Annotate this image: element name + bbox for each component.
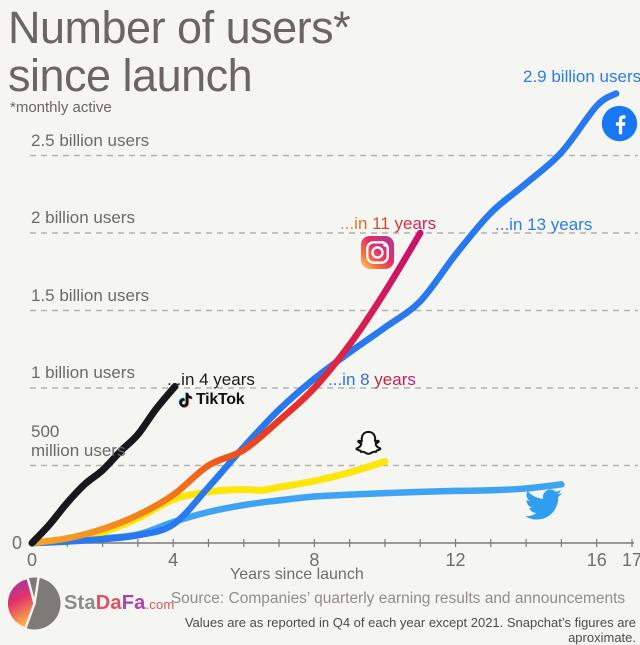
tiktok-label: TikTok [177,391,245,409]
stadafa-logo [5,576,61,635]
instagram-11-years-annotation: ...in 11 years [340,214,437,233]
snapchat-line [28,458,389,547]
brand-part-da: Da [95,592,122,614]
y-zero-label: 0 [12,533,22,553]
gridline-label: 500 million users [31,421,126,460]
x-tick-label: 12 [446,550,466,570]
x-tick-label: 17 [622,550,640,570]
x-tick-label: 16 [587,550,607,570]
fine-print: Values are as reported in Q4 of each yea… [184,615,636,645]
tiktok-line [28,382,179,547]
instagram-line [28,229,424,547]
x-tick-label: 0 [27,550,37,570]
title-footnote: *monthly active [10,99,112,116]
brand-tld: .com [145,597,175,612]
facebook-icon [601,105,638,147]
x-tick-label: 4 [168,550,178,570]
page-title: Number of users* since launch [8,2,351,101]
brand-part-fa: Fa [121,592,146,614]
instagram-icon [359,234,396,276]
one-billion-8-years-annotation: ...in 8 years [328,370,416,389]
gridline-label: 1 billion users [31,363,135,382]
gridline-label: 2.5 billion users [31,130,150,150]
snapchat-icon [352,428,385,466]
title-line1: Number of users* [8,2,351,53]
tiktok-icon [177,391,194,409]
x-axis-label: Years since launch [230,566,364,583]
x-tick-label: 8 [309,550,319,570]
brand-part-sta: Sta [64,592,96,614]
title-line2: since launch [8,49,253,101]
tiktok-wordmark: TikTok [196,391,245,408]
facebook-13-years-annotation: ...in 13 years [495,215,593,234]
twitter-line [28,481,565,547]
stadafa-wordmark: StaDaFa.com [64,592,174,615]
source-attribution: Source: Companies’ quarterly earning res… [170,590,626,607]
tiktok-4-years-annotation: ...in 4 years [167,370,255,389]
twitter-icon [525,489,562,525]
facebook-peak-annotation: 2.9 billion users [523,67,640,86]
gridline-label: 2 billion users [31,208,135,227]
gridline-label: 1.5 billion users [31,285,150,305]
